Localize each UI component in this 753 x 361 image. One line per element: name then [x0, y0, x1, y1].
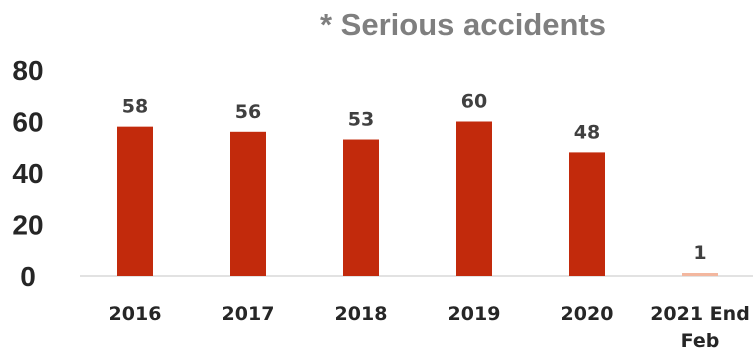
bar-2017: [230, 131, 266, 276]
data-label: 1: [693, 242, 706, 264]
data-label: 60: [461, 91, 487, 113]
x-tick-label-line: 2017: [222, 303, 275, 325]
data-label: 56: [235, 101, 261, 123]
bars-group: [117, 121, 718, 277]
data-label: 58: [122, 96, 148, 118]
bar-2019: [456, 121, 492, 276]
x-tick-label: 2019: [448, 303, 501, 325]
bar-2018: [343, 139, 379, 276]
x-tick-label-line: Feb: [681, 330, 720, 352]
x-tick-label-line: 2020: [561, 303, 614, 325]
data-label: 48: [574, 121, 600, 143]
data-label: 53: [348, 109, 374, 131]
y-tick-label: 60: [12, 107, 43, 138]
x-tick-label-line: 2021 End: [650, 303, 750, 325]
y-tick-label: 40: [12, 158, 43, 189]
y-tick-label: 20: [12, 210, 43, 241]
x-tick-label: 2020: [561, 303, 614, 325]
x-tick-label: 2021 End Feb: [650, 303, 750, 352]
x-tick-label-line: 2016: [109, 303, 162, 325]
y-tick-label: 80: [12, 55, 43, 86]
bar-2021-end-feb: [682, 273, 718, 276]
x-tick-label-line: 2019: [448, 303, 501, 325]
bar-2020: [569, 152, 605, 276]
x-tick-label: 2017: [222, 303, 275, 325]
x-tick-label-line: 2018: [335, 303, 388, 325]
bar-2016: [117, 126, 153, 277]
x-tick-label: 2018: [335, 303, 388, 325]
chart-title: * Serious accidents: [320, 7, 606, 42]
data-labels-group: 58 56 53 60 48 1: [122, 91, 707, 265]
y-axis-ticks: 0 20 40 60 80: [12, 55, 43, 292]
x-tick-label: 2016: [109, 303, 162, 325]
y-tick-label: 0: [20, 261, 36, 292]
x-axis-ticks: 2016 2017 2018 2019 2020 2021 End Feb: [109, 303, 750, 352]
